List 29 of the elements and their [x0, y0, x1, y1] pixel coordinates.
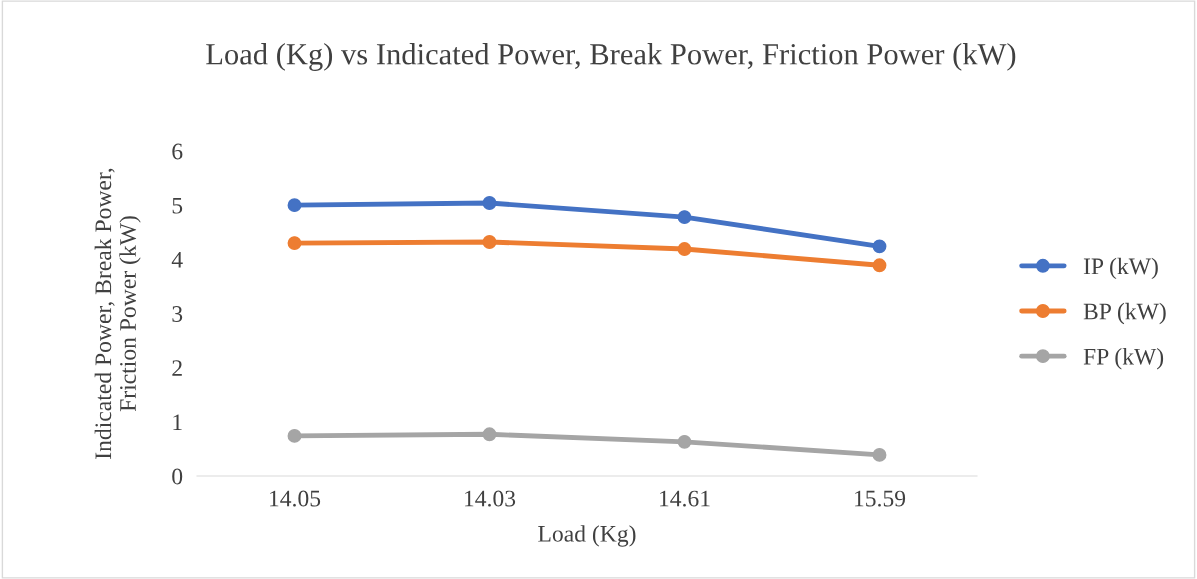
- y-tick-label: 2: [172, 360, 182, 376]
- point: [872, 447, 887, 462]
- point: [482, 427, 497, 442]
- legend-label: FP (kW): [1083, 348, 1164, 370]
- point: [677, 210, 692, 225]
- point: [287, 198, 302, 213]
- point: [677, 434, 692, 449]
- point: [872, 239, 887, 254]
- point: [872, 258, 887, 273]
- y-tick-label: 0: [172, 468, 183, 485]
- y-tick-label: 4: [171, 251, 183, 268]
- y-axis-title: Indicated Power, Break Power, Friction Power (kW): [94, 168, 141, 459]
- point: [482, 196, 497, 210]
- x-tick-label: 14.61: [660, 490, 710, 507]
- legend-label: BP (kW): [1083, 302, 1166, 325]
- y-tick-label: 6: [172, 143, 183, 160]
- y-tick-label: 1: [173, 414, 182, 431]
- point: [287, 428, 302, 443]
- y-tick-label: 3: [172, 306, 183, 322]
- x-tick-label: 14.03: [465, 490, 516, 507]
- x-axis-title: Load (Kg): [538, 525, 636, 547]
- x-tick-label: 15.59: [855, 490, 906, 507]
- chart-title: Load (Kg) vs Indicated Power, Break Power, Friction Power (kW): [206, 43, 1016, 71]
- point: [677, 242, 692, 256]
- point: [287, 236, 302, 251]
- point: [482, 235, 497, 249]
- x-tick-label: 14.05: [270, 490, 321, 507]
- legend-label: IP (kW): [1083, 257, 1158, 280]
- y-tick-label: 5: [172, 197, 183, 214]
